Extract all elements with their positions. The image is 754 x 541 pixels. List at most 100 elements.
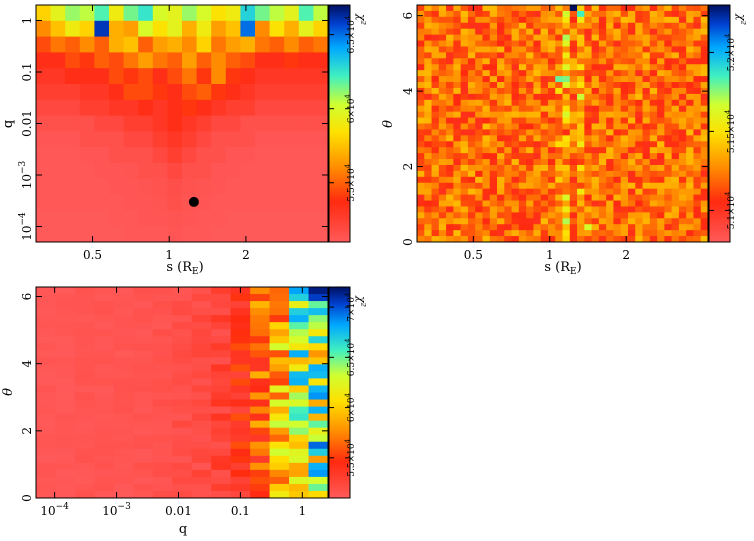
heatmap-cell [569,182,578,190]
heatmap-cell [289,483,310,492]
heatmap-cell [497,141,505,148]
heatmap-cell [642,176,651,184]
heatmap-cell [191,322,212,330]
heatmap-cell [467,117,476,124]
heatmap-cell [504,105,513,113]
heatmap-cell [642,99,651,107]
heatmap-cell [269,147,285,164]
heatmap-cell [417,135,425,142]
heatmap-cell [678,111,687,119]
heatmap-cell [627,236,636,243]
heatmap-cell [533,16,542,24]
heatmap-cell [547,153,556,160]
heatmap-cell [36,210,52,227]
heatmap-cell [613,182,622,190]
heatmap-cell [489,34,498,42]
heatmap-cell [269,308,290,316]
heatmap-cell [269,315,290,323]
heatmap-cell [152,476,173,485]
heatmap-cell [678,194,687,202]
heatmap-cell [123,210,139,227]
heatmap-cell [460,58,469,65]
heatmap-cell [584,141,593,148]
heatmap-cell [482,141,491,148]
heatmap-cell [635,70,644,77]
heatmap-cell [482,164,491,172]
heatmap-cell [620,82,629,89]
heatmap-cell [172,406,193,415]
heatmap-cell [547,141,556,148]
heatmap-cell [657,34,665,42]
heatmap-cell [431,164,440,172]
heatmap-cell [526,93,534,101]
heatmap-cell [627,5,636,12]
heatmap-cell [475,164,483,172]
heatmap-cell [555,147,564,154]
heatmap-cell [540,170,549,178]
heatmap-cell [230,462,251,471]
heatmap-cell [497,182,505,190]
heatmap-cell [671,70,680,77]
heatmap-cell [482,16,491,24]
heatmap-cell [284,99,300,117]
heatmap-cell [627,34,636,42]
heatmap-cell [167,147,183,164]
x-axis-label-s-q: s (RE) [166,260,203,277]
heatmap-cell [635,87,644,95]
heatmap-cell [577,212,585,219]
heatmap-cell [489,230,498,237]
heatmap-cell [446,159,454,166]
heatmap-cell [591,218,600,225]
heatmap-cell [298,147,314,164]
heatmap-cell [424,16,433,24]
heatmap-cell [511,99,520,107]
heatmap-cell [678,182,687,190]
heatmap-cell [446,64,454,71]
heatmap-cell [598,76,607,83]
heatmap-cell [431,230,440,237]
heatmap-cell [152,378,173,386]
heatmap-cell [475,28,483,36]
heatmap-cell [678,76,687,83]
heatmap-cell [504,10,513,18]
heatmap-cell [424,28,433,36]
heatmap-cell [657,188,665,196]
heatmap-cell [678,117,687,124]
heatmap-cell [94,462,115,471]
heatmap-cell [678,218,687,225]
heatmap-cell [152,315,173,323]
heatmap-cell [642,135,651,142]
heatmap-cell [289,427,310,436]
heatmap-cell [431,28,440,36]
heatmap-cell [289,350,310,358]
heatmap-cell [627,22,636,30]
colorbar-label-s-q: χ² [355,13,368,25]
heatmap-cell [74,469,95,478]
heatmap-cell [555,16,564,24]
heatmap-cell [284,131,300,148]
heatmap-cell [686,105,694,113]
heatmap-cell [598,159,607,166]
heatmap-cell [497,135,505,142]
heatmap-cell [627,52,636,59]
heatmap-cell [664,206,673,213]
heatmap-cell [269,462,290,471]
heatmap-cell [584,76,593,83]
heatmap-cell [657,135,665,142]
heatmap-cell [475,194,483,202]
heatmap-cell [269,329,290,337]
heatmap-cell [446,46,454,53]
heatmap-s-theta [417,5,709,243]
heatmap-cell [417,176,425,184]
heatmap-cell [700,153,709,160]
heatmap-cell [678,46,687,53]
heatmap-cell [269,322,290,330]
heatmap-cell [700,141,709,148]
x-axis-q-theta: 10−4 10−3 0.01 0.1 1 [40,287,306,518]
heatmap-cell [700,52,709,59]
heatmap-cell [562,10,571,18]
heatmap-cell [620,236,629,243]
heatmap-cell [489,218,498,225]
heatmap-cell [671,153,680,160]
heatmap-cell [438,22,447,30]
